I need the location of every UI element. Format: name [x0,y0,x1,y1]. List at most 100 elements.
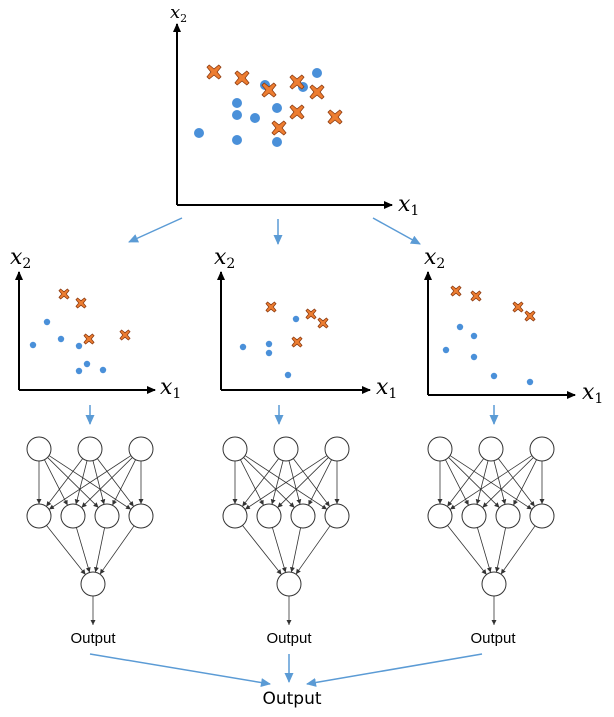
network-edge [48,455,132,510]
hidden-node [495,503,521,529]
hidden-node [26,503,52,529]
hidden-node [290,503,316,529]
cross-point [327,109,343,125]
network-1-output-label: Output [70,630,116,647]
cross-point [305,308,317,320]
aggregate-arrow-left [89,653,271,687]
input-node [324,436,350,462]
network-edge [96,458,135,507]
neural-networks [26,436,555,625]
circle-point [57,335,65,343]
network-edge [292,458,331,507]
network-edge [513,459,537,506]
circle-point [526,378,534,386]
network-edge [46,525,86,575]
network-edge [475,460,489,505]
sub3-x1-label: x1 [582,380,603,407]
hidden-node [461,503,487,529]
circle-point [272,103,282,113]
circle-point [470,353,478,361]
network-edge [241,458,280,507]
input-node [77,436,103,462]
network-edge [74,460,88,505]
network-edge [493,460,507,505]
network-edge [449,455,533,510]
sub1-marks [29,288,131,375]
circle-point [312,68,322,78]
cross-point [317,317,329,329]
input-node [478,436,504,462]
cross-point [289,104,305,120]
split-arrow-right [372,217,421,245]
circle-point [99,366,107,374]
circle-point [272,137,282,147]
network-edge [272,527,287,573]
input-node [222,436,248,462]
circle-point [232,110,242,120]
cross-point [470,290,482,302]
network-edge [445,459,469,506]
sub-plot-1: x1 x2 [10,245,181,402]
main-x2-label: x2 [170,2,187,25]
network-edge [81,457,133,508]
network-edge [92,460,106,505]
final-output-label: Output [262,689,321,709]
network-edge [448,457,500,508]
split-arrow-left [128,217,183,243]
cross-point [289,74,305,90]
output-node [481,571,507,597]
circle-point [75,367,83,375]
cross-point [265,301,277,313]
cross-point [291,336,303,348]
cross-point [58,288,70,300]
circle-point [75,342,83,350]
main-x1-label: x1 [398,192,419,219]
cross-point [261,82,277,98]
hidden-node [60,503,86,529]
split-arrows [128,217,421,245]
train-arrows [85,405,499,425]
input-node [128,436,154,462]
network-edge [308,459,332,506]
network-edge [44,459,68,506]
circle-point [265,349,273,357]
circle-point [292,315,300,323]
cross-point [524,310,536,322]
circle-point [490,372,498,380]
cross-point [512,301,524,313]
network-edge [288,460,302,505]
network-3-output-label: Output [470,630,516,647]
input-node [529,436,555,462]
input-node [26,436,52,462]
hidden-node [427,503,453,529]
neural-network-1 [26,436,154,625]
sub2-marks [239,301,329,379]
main-plot: x1 x2 [170,2,419,219]
network-edge [494,527,506,573]
circle-point [239,343,247,351]
circle-point [265,340,273,348]
network-edge [482,457,534,508]
sub2-x2-label: x2 [214,245,235,272]
sub1-x1-label: x1 [160,375,181,402]
circle-point [284,371,292,379]
network-edge [270,460,284,505]
cross-point [309,84,325,100]
hidden-node [529,503,555,529]
sub3-x2-label: x2 [424,245,445,272]
network-edge [240,459,264,506]
output-node [80,571,106,597]
output-node [276,571,302,597]
circle-point [470,332,478,340]
network-edge [112,459,136,506]
network-edge [47,457,99,508]
input-node [273,436,299,462]
hidden-node [222,503,248,529]
neural-network-3 [427,436,555,625]
network-edge [497,458,536,507]
hidden-node [128,503,154,529]
aggregation-arrows [89,653,483,687]
circle-point [250,113,260,123]
hidden-node [324,503,350,529]
